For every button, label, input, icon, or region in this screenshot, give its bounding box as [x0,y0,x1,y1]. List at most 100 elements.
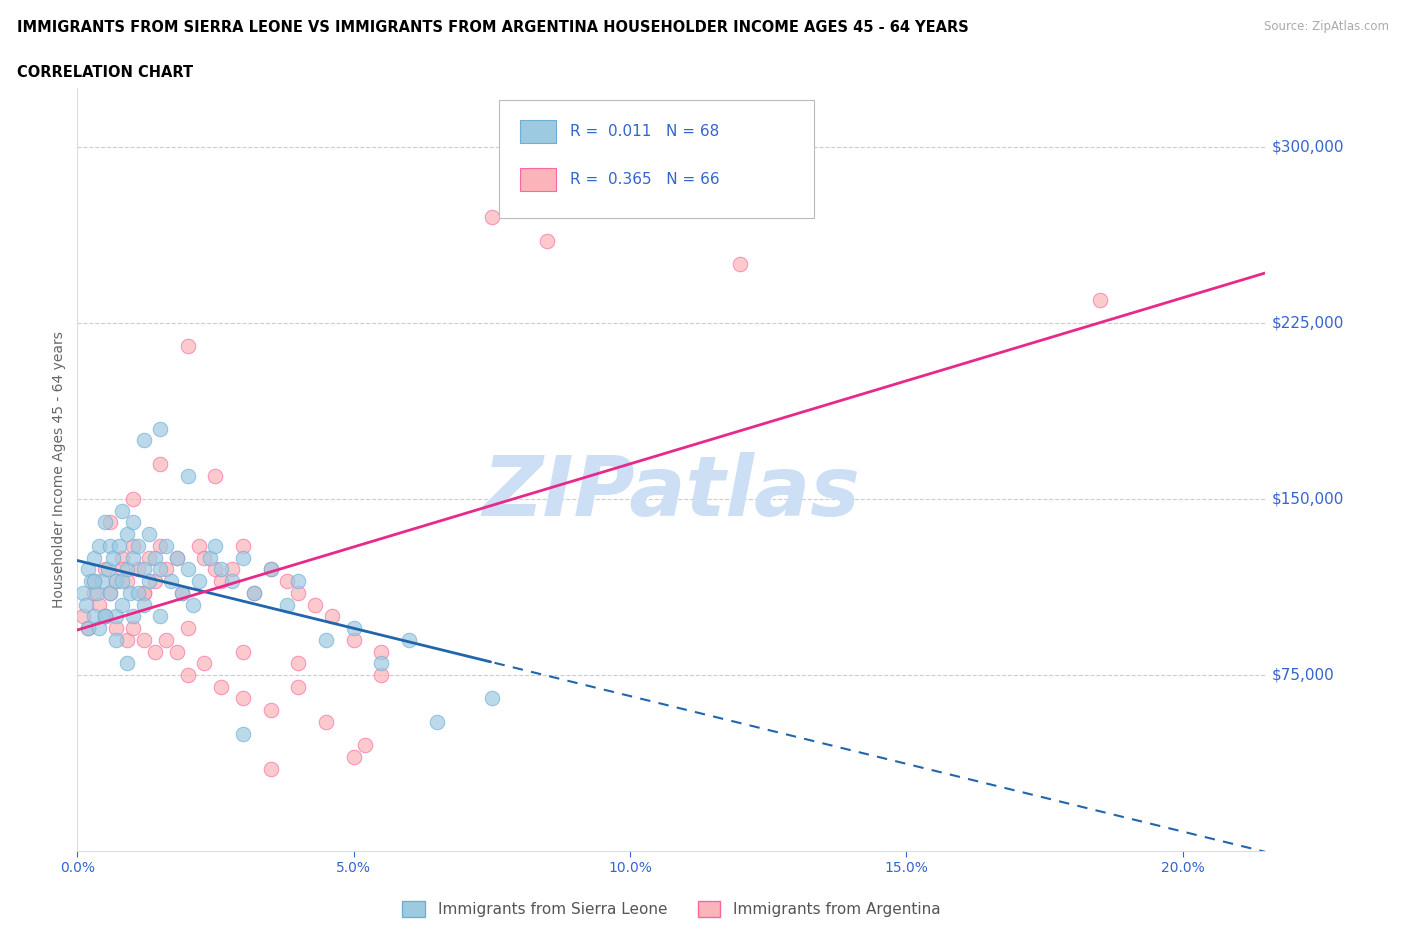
Point [94,609,117,624]
Point [260,562,283,577]
Point [105,620,128,635]
Point [77,620,100,635]
Text: CORRELATION CHART: CORRELATION CHART [17,65,193,80]
Point [127,562,149,577]
Point [105,609,128,624]
Point [80,574,103,589]
Point [166,551,188,565]
Point [481,210,503,225]
Point [160,574,183,589]
Point [232,644,254,659]
Text: $75,000: $75,000 [1271,668,1334,683]
Point [149,457,172,472]
Point [183,597,205,612]
Point [121,551,143,565]
Point [127,585,149,600]
Point [132,632,155,647]
Point [105,574,128,589]
Point [110,551,132,565]
Point [232,691,254,706]
Point [315,714,337,729]
Point [343,632,366,647]
Point [536,233,558,248]
Point [287,574,309,589]
Point [118,585,141,600]
Point [204,468,226,483]
Point [260,762,283,777]
Point [132,597,155,612]
Point [149,421,172,436]
Point [187,574,209,589]
Legend: Immigrants from Sierra Leone, Immigrants from Argentina: Immigrants from Sierra Leone, Immigrants… [396,896,946,923]
Point [209,679,232,694]
Point [343,620,366,635]
Point [204,562,226,577]
Point [110,597,132,612]
Point [287,585,309,600]
Point [83,609,105,624]
Point [172,585,194,600]
Point [100,585,122,600]
Point [91,574,114,589]
Text: R =  0.011   N = 68: R = 0.011 N = 68 [571,125,720,140]
Point [149,538,172,553]
Point [287,679,309,694]
Point [121,515,143,530]
Point [94,515,117,530]
Point [149,609,172,624]
Text: IMMIGRANTS FROM SIERRA LEONE VS IMMIGRANTS FROM ARGENTINA HOUSEHOLDER INCOME AGE: IMMIGRANTS FROM SIERRA LEONE VS IMMIGRAN… [17,20,969,35]
Point [100,538,122,553]
Point [193,551,215,565]
Point [193,656,215,671]
Point [260,562,283,577]
Point [204,538,226,553]
Point [481,691,503,706]
Point [105,574,128,589]
Point [209,562,232,577]
Point [260,703,283,718]
Point [83,574,105,589]
Point [94,609,117,624]
Point [276,597,298,612]
Bar [520,168,557,192]
Point [166,644,188,659]
Point [143,644,166,659]
Point [321,609,343,624]
Point [94,562,117,577]
Point [115,562,138,577]
Point [121,620,143,635]
Point [232,726,254,741]
Point [177,339,200,354]
Point [172,585,194,600]
Point [127,538,149,553]
Point [138,526,160,541]
Point [353,737,375,752]
Point [370,656,392,671]
Point [221,562,243,577]
Point [138,574,160,589]
Point [304,597,326,612]
Point [110,562,132,577]
Text: ZIPatlas: ZIPatlas [482,452,860,533]
Point [138,551,160,565]
Point [177,620,200,635]
Point [209,574,232,589]
Point [115,656,138,671]
Point [370,668,392,683]
Point [343,750,366,764]
Point [132,585,155,600]
Point [121,538,143,553]
Point [155,562,177,577]
Text: $225,000: $225,000 [1271,315,1344,330]
Point [166,551,188,565]
Point [86,585,108,600]
Point [83,585,105,600]
Point [94,609,117,624]
Point [276,574,298,589]
Y-axis label: Householder Income Ages 45 - 64 years: Householder Income Ages 45 - 64 years [52,331,66,608]
Point [89,538,111,553]
Point [143,574,166,589]
Text: $150,000: $150,000 [1271,491,1344,507]
FancyBboxPatch shape [499,100,814,218]
Point [103,551,125,565]
